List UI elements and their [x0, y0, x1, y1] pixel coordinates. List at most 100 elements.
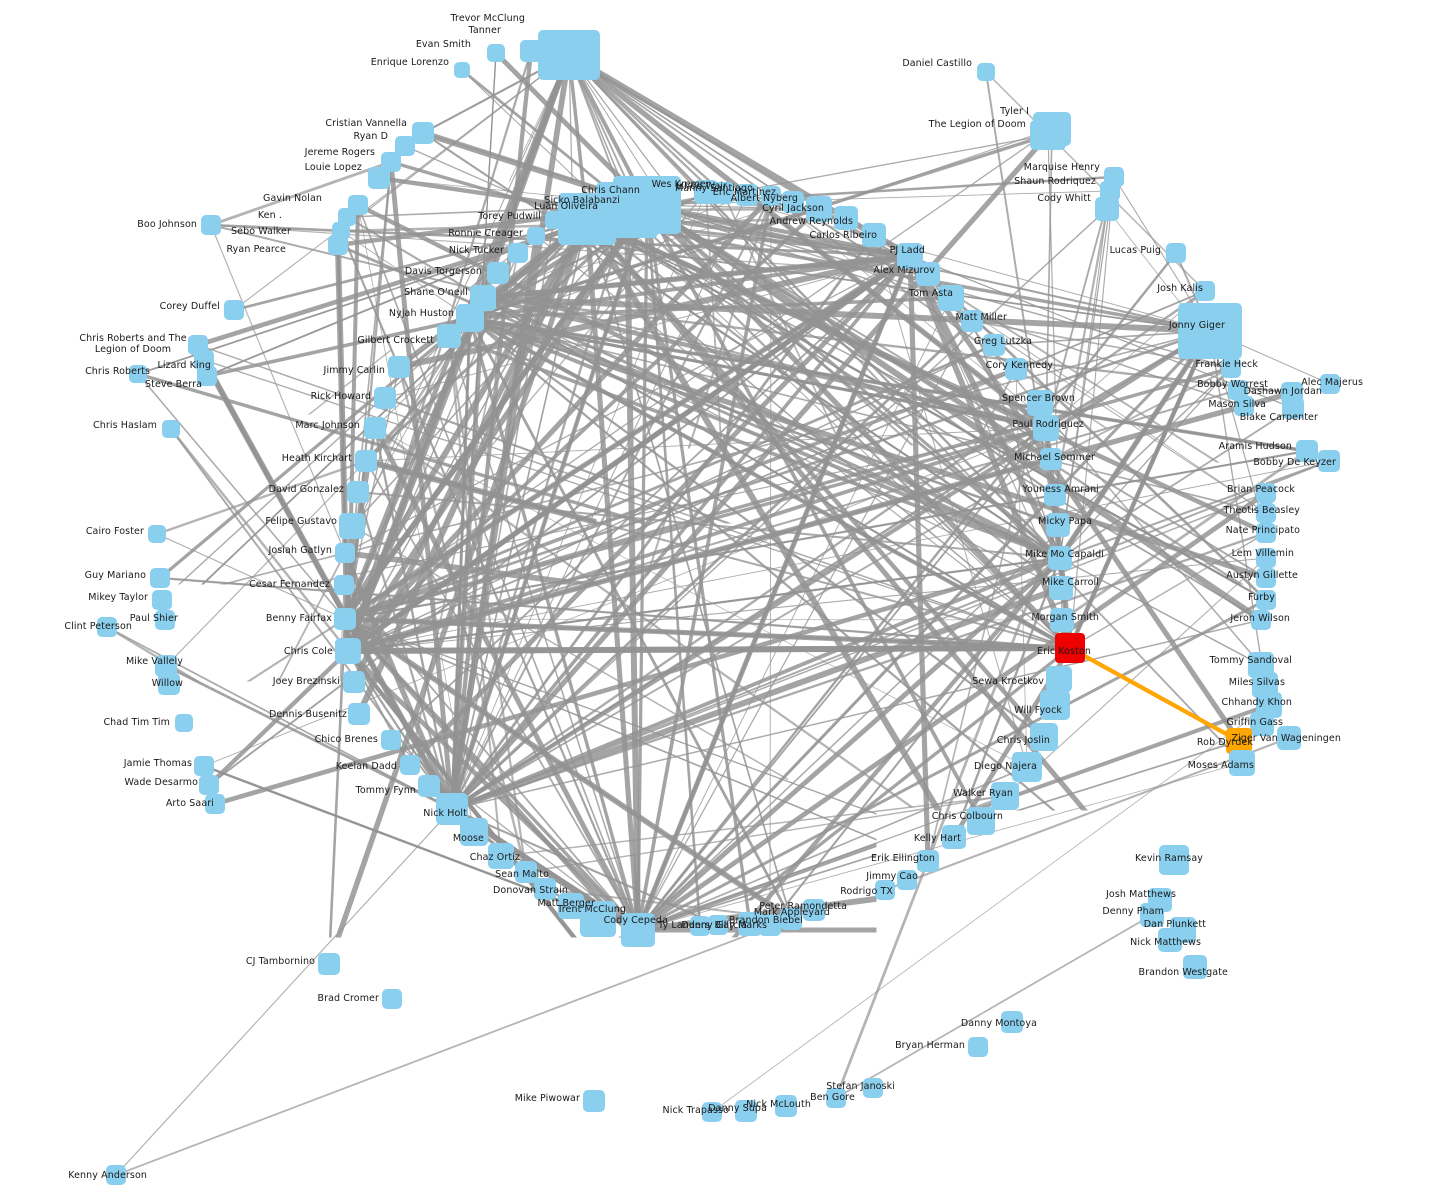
node-label: Furby [1248, 592, 1275, 603]
node-label: Moses Adams [1188, 760, 1254, 771]
node-label: Tanner [469, 25, 501, 36]
node-label: Walker Ryan [953, 788, 1013, 799]
node-label: Chris Haslam [93, 420, 157, 431]
node-label: Josh Matthews [1106, 889, 1176, 900]
node-label: Trevor McClung [451, 13, 525, 24]
node-label: CJ Tambornino [246, 956, 315, 967]
node-label: Clint Peterson [64, 621, 132, 632]
node-label: Greg Lutzka [974, 336, 1032, 347]
node-label: Morgan Smith [1031, 612, 1099, 623]
node-label: Ronnie Creager [448, 228, 523, 239]
node-label: Cyril Jackson [762, 203, 824, 214]
node-label: Mason Silva [1208, 399, 1266, 410]
node-label: Carlos Ribeiro [810, 230, 877, 241]
node-label: PJ Ladd [890, 245, 925, 256]
node-label: Ken . [258, 210, 282, 221]
node-label: Ty Landers [658, 920, 710, 931]
node-label: Cesar Fernandez [249, 579, 330, 590]
node-label: Tyler I [1000, 106, 1029, 117]
node-label: Youness Amrani [1022, 484, 1099, 495]
node-label: Torey Pudwill [478, 211, 541, 222]
node-label: Ben Gore [810, 1092, 855, 1103]
node-label: Miles Silvas [1229, 677, 1285, 688]
node-label: Trent McClung [557, 904, 626, 915]
node-label: Paul Shier [130, 613, 178, 624]
node-label: Lem Villemin [1232, 548, 1294, 559]
node-label: Aramis Hudson [1219, 441, 1292, 452]
node-label: Theotis Beasley [1223, 505, 1300, 516]
node-label: Rodrigo TX [840, 886, 893, 897]
node-label: Brad Cromer [317, 993, 379, 1004]
node-label: Marc Johnson [295, 420, 360, 431]
node-label: Mike Carroll [1042, 577, 1099, 588]
node-label: Ryan D [354, 131, 388, 142]
node-label: Tommy Fynn [356, 785, 416, 796]
node-label: Shane O'neill [404, 287, 468, 298]
node-label: Lizard King [157, 360, 211, 371]
node-label: Chad Tim Tim [103, 717, 170, 728]
node-label: Nick Matthews [1130, 937, 1201, 948]
node-label: Cristian Vannella [325, 118, 407, 129]
node-label: Donovan Strain [493, 885, 568, 896]
node-label: Benny Fairfax [266, 613, 332, 624]
node-label: Brandon Westgate [1138, 967, 1228, 978]
node-label: Bobby De Keyzer [1253, 457, 1336, 468]
node-label: Rick Howard [311, 391, 371, 402]
node-label: Kenny Anderson [68, 1170, 147, 1181]
node-label: Will Fyock [1014, 705, 1062, 716]
node-label: Matt Miller [956, 312, 1007, 323]
node-label: Luan Oliveira [534, 201, 598, 212]
node-label: Gilbert Crockett [357, 335, 434, 346]
node-label: Josh Kalis [1157, 283, 1203, 294]
node-label: Tommy Sandoval [1210, 655, 1292, 666]
node-label: Wade Desarmo [125, 777, 198, 788]
node-label: Mikey Taylor [88, 592, 148, 603]
node-label: Diego Najera [974, 761, 1037, 772]
node-label: Steve Berra [145, 379, 202, 390]
node-label: Sewa Kroetkov [972, 676, 1044, 687]
node-label: Louie Lopez [305, 162, 362, 173]
node-label: Keelan Dadd [336, 761, 397, 772]
node-label: Jamie Thomas [124, 758, 192, 769]
node-label: Mike Vallely [126, 656, 183, 667]
node-label: Heath Kirchart [282, 453, 352, 464]
node-label: Jonny Giger [1169, 320, 1225, 331]
node-label: Dan Plunkett [1144, 919, 1206, 930]
node-label: Andrew Reynolds [770, 216, 853, 227]
node-label: Kevin Ramsay [1135, 853, 1203, 864]
node-label: Chris Joslin [997, 735, 1050, 746]
node-label: Nick Holt [423, 808, 467, 819]
node-label: Griffin Gass [1226, 717, 1283, 728]
node-label: Chhandy Khon [1222, 697, 1292, 708]
node-label: Ziger Van Wageningen [1231, 733, 1341, 744]
node-label: David Gonzalez [269, 484, 344, 495]
node-label: Alex Mizurov [873, 265, 935, 276]
node-label: Boo Johnson [137, 219, 197, 230]
node-label: Dennis Busenitz [269, 709, 347, 720]
node-label: Nick Trapasso [663, 1105, 730, 1116]
node-label: Lucas Puig [1110, 245, 1161, 256]
node-label: Willow [152, 678, 183, 689]
node-label: Nick Tucker [449, 245, 504, 256]
node-label: Guy Mariano [85, 570, 146, 581]
node-label: Frankie Heck [1196, 359, 1258, 370]
node-label: Sebo Walker [231, 226, 291, 237]
node-label: Blake Carpenter [1240, 412, 1318, 423]
node-label: Spencer Brown [1002, 393, 1075, 404]
node-label: Bryan Herman [895, 1040, 965, 1051]
node-label: Enrique Lorenzo [371, 57, 449, 68]
node-label: Jimmy Cao [866, 871, 918, 882]
node-label: Cairo Foster [86, 526, 144, 537]
node-label: Chris Cole [284, 646, 333, 657]
node-label: Kelly Hart [914, 833, 961, 844]
node-label: Nate Principato [1226, 525, 1300, 536]
node-label: Corey Duffel [160, 301, 220, 312]
node-label: Shaun Rodriquez [1014, 176, 1096, 187]
label-layer: Trevor McClung Tanner Evan Smith Enrique Lo… [0, 0, 1440, 1200]
network-graph-canvas[interactable]: Trevor McClung Tanner Evan Smith Enrique Lo… [0, 0, 1440, 1200]
node-label: Jereme Rogers [305, 147, 375, 158]
node-label: Danny Montoya [961, 1018, 1037, 1029]
node-label: Micky Papa [1038, 516, 1092, 527]
node-label: Tom Asta [909, 288, 953, 299]
node-label: Chico Brenes [315, 734, 378, 745]
